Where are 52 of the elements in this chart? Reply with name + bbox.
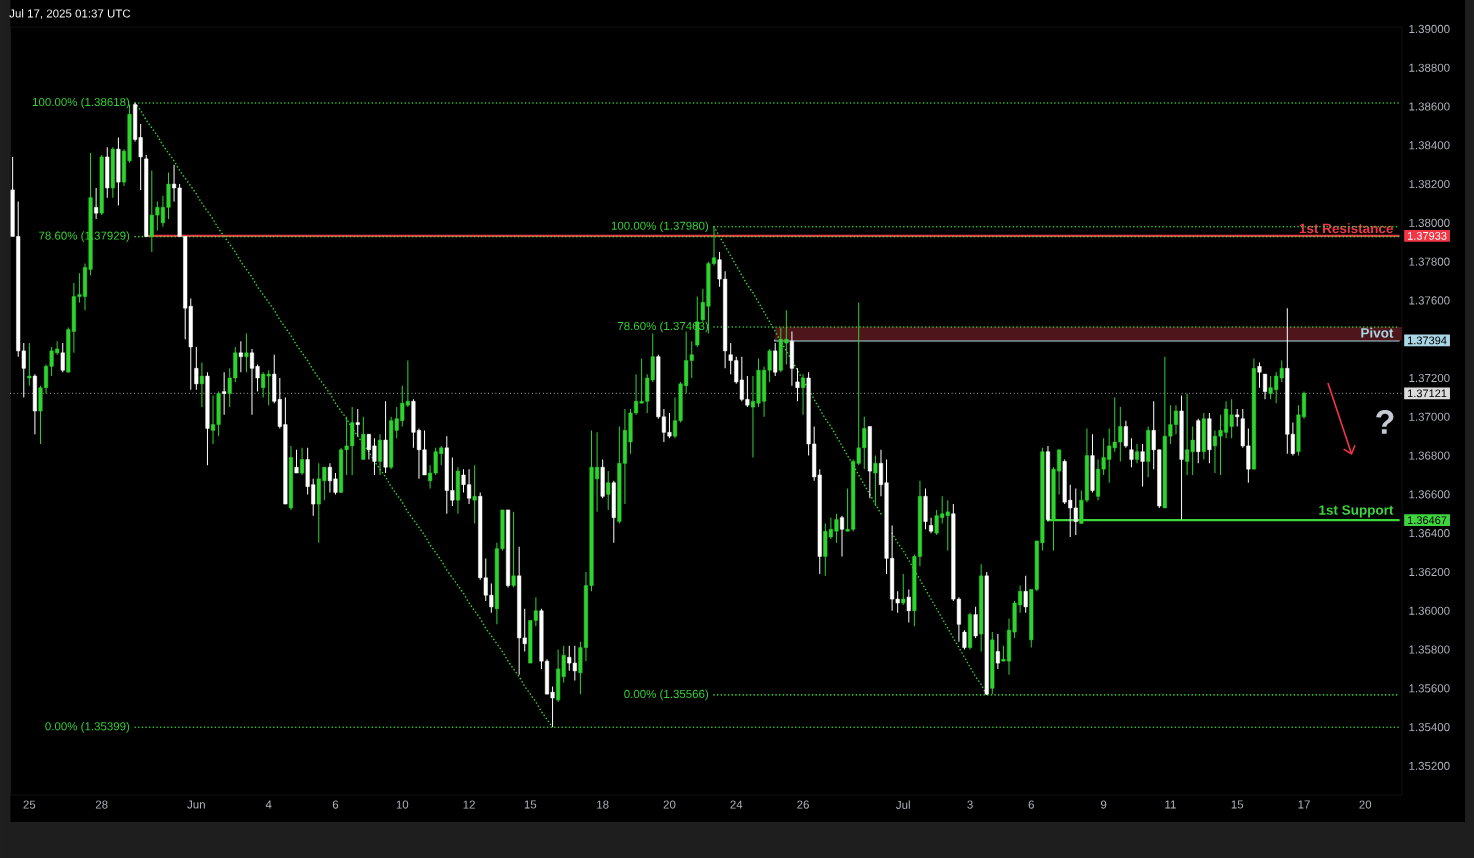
y-tick-label: 1.36400 <box>1409 529 1450 538</box>
x-tick-label: 24 <box>730 800 743 809</box>
x-tick-label: 25 <box>23 800 36 809</box>
x-tick-label: 9 <box>1100 800 1107 809</box>
y-tick-label: 1.37600 <box>1409 296 1450 305</box>
y-tick-label: 1.38600 <box>1409 102 1450 111</box>
y-tick-label: 1.37800 <box>1409 257 1450 266</box>
y-tick-label: 1.35800 <box>1409 645 1450 654</box>
x-tick-label: 20 <box>663 800 676 809</box>
y-tick-label: 1.38800 <box>1409 63 1450 72</box>
x-tick-label: 18 <box>597 800 609 809</box>
x-tick-label: 28 <box>95 800 108 809</box>
data-label: 1.37394 <box>1408 336 1447 345</box>
x-tick-label: 10 <box>396 800 409 809</box>
y-tick-label: 1.36000 <box>1409 606 1450 615</box>
y-tick-label: 1.38400 <box>1409 141 1450 150</box>
y-tick-label: 1.36600 <box>1409 490 1450 499</box>
x-tick-label: 12 <box>463 800 475 809</box>
y-tick-label: 1.35200 <box>1409 761 1450 770</box>
x-tick-label: Jul <box>896 800 910 809</box>
y-tick-label: 1.38000 <box>1409 218 1450 227</box>
chart-title: Jul 17, 2025 01:37 UTC <box>9 9 131 19</box>
legend-label: 1st Support <box>1319 505 1394 518</box>
y-tick-label: 1.38200 <box>1409 180 1450 189</box>
data-label: 1.37933 <box>1408 231 1447 240</box>
annotation: 100.00% (1.37980) <box>611 221 709 233</box>
y-tick-label: 1.37000 <box>1409 412 1450 421</box>
annotation: 0.00% (1.35566) <box>624 689 709 701</box>
y-tick-label: 1.36200 <box>1409 567 1450 577</box>
x-tick-label: 15 <box>1231 800 1244 809</box>
y-tick-label: 1.35400 <box>1409 723 1450 732</box>
data-label: 1.36467 <box>1408 516 1447 525</box>
y-tick-label: 1.36800 <box>1409 451 1450 460</box>
x-tick-label: Jun <box>187 800 205 809</box>
x-tick-label: 11 <box>1165 800 1176 809</box>
x-tick-label: 4 <box>265 800 272 809</box>
x-tick-label: 15 <box>524 800 537 809</box>
y-tick-label: 1.35600 <box>1409 684 1450 693</box>
x-tick-label: 20 <box>1359 800 1372 809</box>
legend-label: 1st Resistance <box>1299 223 1393 234</box>
y-tick-label: 1.39000 <box>1409 24 1450 33</box>
x-tick-label: 3 <box>967 800 973 809</box>
annotation: 0.00% (1.35399) <box>45 721 130 733</box>
ref-line-label: 1.37121 <box>1408 389 1447 398</box>
x-tick-label: 26 <box>797 800 809 809</box>
annotation: ? <box>1376 410 1394 434</box>
x-tick-label: 6 <box>1028 800 1034 809</box>
legend-label: Pivot <box>1361 327 1394 338</box>
y-tick-label: 1.37200 <box>1409 373 1450 383</box>
x-tick-label: 17 <box>1298 800 1310 809</box>
annotation: 100.00% (1.38618) <box>32 97 130 109</box>
x-tick-label: 6 <box>332 800 339 809</box>
